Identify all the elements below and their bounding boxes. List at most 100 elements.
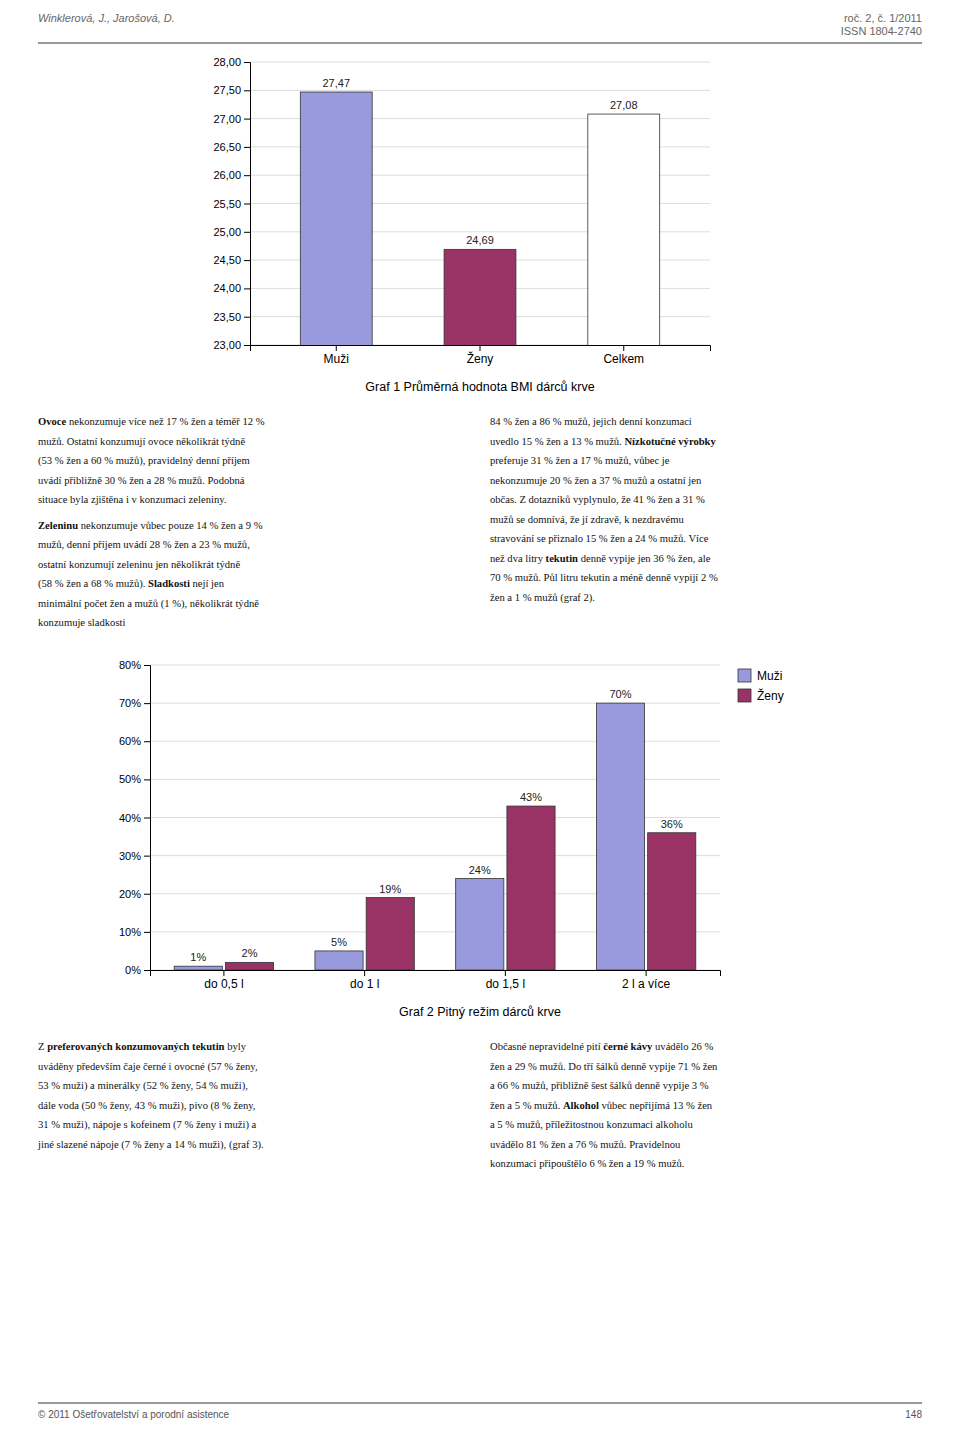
data-label: 19% xyxy=(379,883,401,895)
bar xyxy=(596,703,644,970)
legend-swatch xyxy=(738,669,751,682)
tick: 20% xyxy=(119,888,150,900)
text-line: (53 % žen a 60 % mužů), pravidelný denní… xyxy=(38,455,251,467)
tick-label: 28,00 xyxy=(213,56,241,68)
text-line: 53 % muži) a minerálky (52 % ženy, 54 % … xyxy=(38,1080,248,1092)
text-line: preferuje 31 % žen a 17 % mužů, vůbec je xyxy=(490,455,670,466)
text-line: uvádělo 81 % žen a 76 % mužů. Pravidelno… xyxy=(490,1139,681,1150)
text-line: situace byla zjištěna i v konzumaci zele… xyxy=(38,494,226,505)
tick: 25,50 xyxy=(213,198,250,210)
y-axis: 0%10%20%30%40%50%60%70%80% xyxy=(119,659,151,976)
y-axis: 23,0023,5024,0024,5025,0025,5026,0026,50… xyxy=(213,56,250,351)
text-line: (58 % žen a 68 % mužů). Sladkosti nejí j… xyxy=(38,578,225,590)
tick: 0% xyxy=(125,964,150,976)
bar xyxy=(507,806,555,970)
text-line: Zeleninu nekonzumuje vůbec pouze 14 % že… xyxy=(38,520,263,531)
tick-mark xyxy=(244,345,250,346)
tick: 80% xyxy=(119,659,150,671)
grid xyxy=(150,665,720,970)
tick-label: Muži xyxy=(324,352,349,366)
tick-label: 0% xyxy=(125,964,141,976)
page-header-right: ISSN 1804-2740 xyxy=(841,25,922,37)
legend-item: Muži xyxy=(738,669,782,683)
text-line: uvedlo 15 % žen a 13 % mužů. Nízkotučné … xyxy=(490,436,716,447)
text-run: černé kávy xyxy=(603,1041,653,1052)
footer-rule xyxy=(38,1403,922,1404)
tick-label: 40% xyxy=(119,812,141,824)
legend-label: Ženy xyxy=(757,688,784,703)
x-axis: MužiŽenyCelkem xyxy=(251,345,711,366)
tick-label: 26,00 xyxy=(213,169,241,181)
tick-mark xyxy=(623,345,624,351)
tick-label: 24,50 xyxy=(213,254,241,266)
tick-mark xyxy=(144,779,150,780)
header-rule xyxy=(38,43,922,44)
axis-line xyxy=(144,666,151,971)
bar xyxy=(315,951,363,970)
text-run: jiné slazené nápoje (7 % ženy a 14 % muž… xyxy=(37,1139,264,1151)
text-line: minimální počet žen a mužů (1 %), několi… xyxy=(38,598,259,610)
text-run: žen a 5 % mužů. xyxy=(490,1100,563,1111)
tick-label: 27,50 xyxy=(213,84,241,96)
tick-label: 30% xyxy=(119,850,141,862)
text-run: preferuje 31 % žen a 17 % mužů, vůbec je xyxy=(490,455,670,466)
tick-label: 23,00 xyxy=(213,339,241,351)
page-header-right: roč. 2, č. 1/2011 xyxy=(844,12,922,24)
text-run: žen a 29 % mužů. Do tří šálků denně vypi… xyxy=(490,1061,718,1072)
text-line: Občasné nepravidelné pití černé kávy uvá… xyxy=(490,1041,713,1052)
text-line: ostatní konzumují zeleninu jen několikrá… xyxy=(38,559,240,570)
tick-mark xyxy=(244,288,250,289)
text-run: ostatní konzumují zeleninu jen několikrá… xyxy=(38,559,240,570)
tick: Muži xyxy=(324,345,349,366)
page-footer: © 2011 Ošetřovatelství a porodní asisten… xyxy=(38,1409,230,1420)
legend-item: Ženy xyxy=(738,688,784,703)
bars xyxy=(174,703,696,970)
data-label: 27,47 xyxy=(322,77,350,89)
tick: 24,50 xyxy=(213,254,250,266)
text-block: Ovoce nekonzumuje více než 17 % žen a té… xyxy=(38,416,718,628)
page-header-left: Winklerová, J., Jarošová, D. xyxy=(38,12,175,24)
text-run: a 66 % mužů, přibližně šest šálků denně … xyxy=(490,1080,709,1091)
tick: 60% xyxy=(119,735,150,747)
text-run: (53 % žen a 60 % mužů), pravidelný denní… xyxy=(38,455,251,467)
tick-label: 2 l a více xyxy=(622,977,670,991)
tick-label: Ženy xyxy=(467,351,494,366)
tick: 30% xyxy=(119,850,150,862)
text-run: uvádělo 26 % xyxy=(652,1041,713,1052)
tick-label: 25,00 xyxy=(213,226,241,238)
tick: Ženy xyxy=(467,345,494,366)
grid-line xyxy=(250,90,710,91)
tick-label: 23,50 xyxy=(213,311,241,323)
tick-mark xyxy=(244,62,250,63)
grid-line xyxy=(150,665,720,666)
text-run: byly xyxy=(225,1041,247,1052)
tick-mark xyxy=(144,970,150,971)
text-line: žen a 5 % mužů. Alkohol vůbec nepřijímá … xyxy=(490,1100,713,1111)
text-line: jiné slazené nápoje (7 % ženy a 14 % muž… xyxy=(37,1139,264,1151)
text-line: stravování se přiznalo 15 % žen a 24 % m… xyxy=(490,533,709,544)
text-run: nekonzumuje více než 17 % žen a téměř 12… xyxy=(66,416,264,427)
text-run: Zeleninu xyxy=(38,520,78,531)
text-run: Občasné nepravidelné pití xyxy=(490,1041,603,1052)
text-run: mužů. Ostatní konzumují ovoce několikrát… xyxy=(38,436,245,447)
tick: 2 l a více xyxy=(622,970,670,991)
text-run: Z xyxy=(38,1041,47,1052)
tick-label: 27,00 xyxy=(213,113,241,125)
text-run: Nízkotučné výrobky xyxy=(624,436,716,447)
data-label: 43% xyxy=(520,791,542,803)
text-run: Ovoce xyxy=(38,416,67,427)
legend-swatch xyxy=(738,689,751,702)
text-run: nejí jen xyxy=(190,578,225,589)
tick-label: 50% xyxy=(119,773,141,785)
bar xyxy=(225,962,273,970)
text-run: tekutin xyxy=(546,553,578,564)
tick-label: do 1,5 l xyxy=(486,977,525,991)
tick-mark xyxy=(505,970,506,976)
tick: 10% xyxy=(119,926,150,938)
text-line: žen a 1 % mužů (graf 2). xyxy=(490,592,595,604)
tick: 26,50 xyxy=(213,141,250,153)
text-run: žen a 1 % mužů (graf 2). xyxy=(490,592,595,604)
tick: 40% xyxy=(119,812,150,824)
text-run: dále voda (50 % ženy, 43 % muži), pivo (… xyxy=(38,1100,256,1112)
tick: do 1,5 l xyxy=(486,970,525,991)
